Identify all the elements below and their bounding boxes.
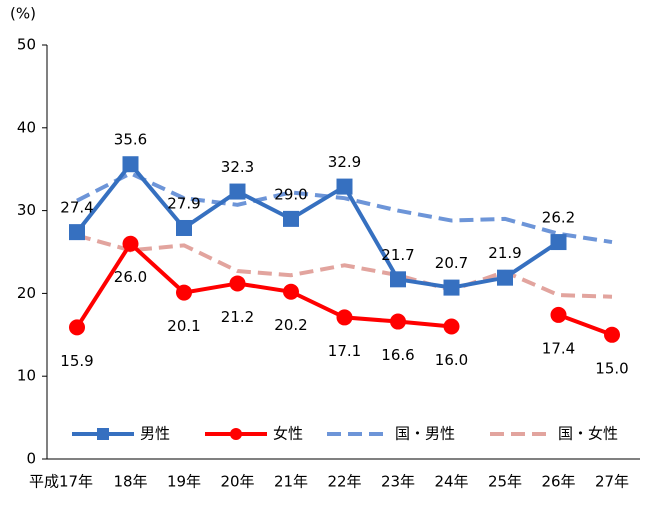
marker: [122, 156, 139, 173]
x-tick-label: 27年: [595, 473, 629, 491]
series-line: [75, 240, 613, 337]
data-label: 32.3: [221, 158, 254, 176]
series-line: [76, 171, 613, 245]
marker: [176, 284, 192, 301]
x-tick-label: 22年: [327, 473, 361, 491]
y-unit-label: (%): [10, 5, 36, 23]
legend-label: 国・男性: [395, 425, 455, 443]
marker: [229, 275, 246, 292]
data-label: 27.9: [167, 194, 200, 212]
x-tick-label: 平成17年: [29, 473, 93, 491]
series-line: [75, 161, 560, 290]
data-label: 15.9: [60, 352, 93, 370]
marker: [550, 306, 567, 323]
legend-marker: [97, 428, 109, 440]
data-label: 35.6: [114, 131, 147, 149]
data-label: 16.0: [435, 351, 468, 369]
x-tick-label: 21年: [274, 473, 308, 491]
marker: [443, 279, 460, 296]
x-tick-label: 19年: [167, 473, 201, 491]
marker: [390, 313, 406, 330]
x-tick-label: 25年: [488, 473, 522, 491]
marker: [283, 283, 299, 300]
legend-marker: [230, 428, 242, 440]
marker: [69, 319, 85, 336]
marker: [283, 210, 299, 227]
marker: [69, 224, 85, 241]
data-label: 21.2: [221, 308, 254, 326]
marker: [122, 235, 139, 252]
x-tick-label: 20年: [220, 473, 254, 491]
data-label: 20.1: [167, 317, 200, 335]
x-tick-label: 24年: [434, 473, 468, 491]
y-tick-label: 0: [26, 450, 36, 468]
marker: [550, 234, 567, 251]
data-label: 17.4: [542, 339, 575, 357]
marker: [229, 183, 246, 200]
data-label: 17.1: [328, 342, 361, 360]
x-tick-label: 18年: [113, 473, 147, 491]
marker: [336, 309, 353, 326]
x-tick-label: 23年: [381, 473, 415, 491]
legend-label: 女性: [273, 425, 303, 443]
data-label: 26.0: [114, 268, 147, 286]
data-label: 21.9: [488, 244, 521, 262]
series-line: [76, 233, 613, 299]
data-label: 20.7: [435, 254, 468, 272]
marker: [336, 178, 353, 195]
legend-label: 男性: [140, 425, 170, 443]
y-tick-label: 20: [17, 284, 36, 302]
data-label: 27.4: [60, 199, 93, 217]
data-label: 26.2: [542, 209, 575, 227]
data-label: 32.9: [328, 153, 361, 171]
legend-label: 国・女性: [558, 425, 618, 443]
marker: [497, 269, 513, 286]
y-tick-label: 30: [17, 201, 36, 219]
y-tick-label: 10: [17, 367, 36, 385]
marker: [390, 271, 406, 288]
data-label: 21.7: [381, 246, 414, 264]
y-tick-label: 40: [17, 118, 36, 136]
data-label: 20.2: [274, 316, 307, 334]
marker: [604, 326, 620, 343]
marker: [176, 219, 192, 236]
y-tick-label: 50: [17, 36, 36, 54]
data-label: 29.0: [274, 185, 307, 203]
data-label: 15.0: [595, 359, 628, 377]
data-label: 16.6: [381, 346, 414, 364]
x-tick-label: 26年: [541, 473, 575, 491]
marker: [443, 318, 460, 335]
